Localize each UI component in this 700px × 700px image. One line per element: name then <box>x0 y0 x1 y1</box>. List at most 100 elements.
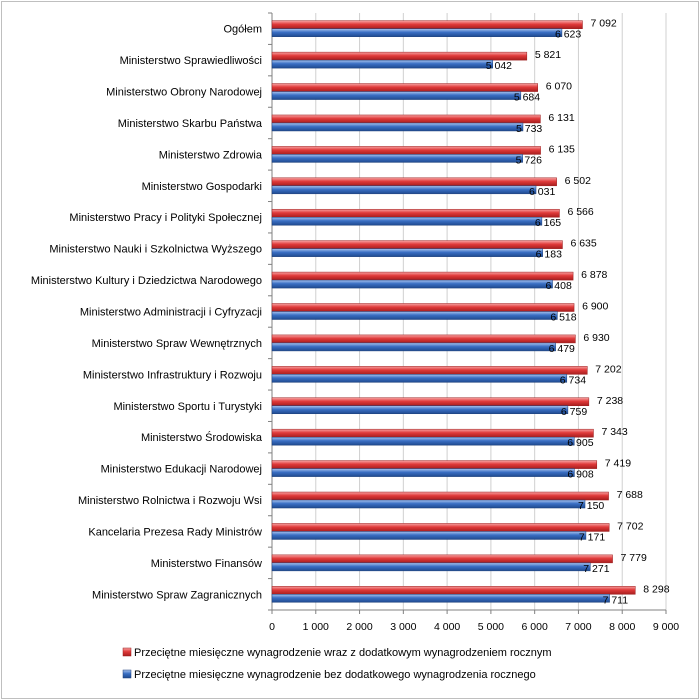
category-label: Ministerstwo Rolnictwa i Rozwoju Wsi <box>78 495 262 507</box>
data-label: 6 502 <box>565 175 591 187</box>
x-tick-label: 4 000 <box>434 621 460 633</box>
category-label: Ministerstwo Środowiska <box>141 431 263 444</box>
data-label: 6 623 <box>555 29 581 41</box>
data-label: 6 479 <box>549 343 575 355</box>
data-label: 6 759 <box>561 406 587 418</box>
data-label: 7 238 <box>597 395 623 407</box>
data-label: 7 688 <box>617 489 643 501</box>
bar-with-bonus <box>271 303 575 312</box>
bar-with-bonus <box>271 240 563 249</box>
data-label: 7 271 <box>583 563 609 575</box>
data-label: 7 092 <box>590 18 616 30</box>
legend-entry: Przeciętne miesięczne wynagrodzenie wraz… <box>134 647 552 659</box>
bar-with-bonus <box>271 491 609 501</box>
bar-with-bonus <box>271 586 636 595</box>
category-label: Kancelaria Prezesa Rady Ministrów <box>88 526 262 538</box>
legend-entry: Przeciętne miesięczne wynagrodzenie bez … <box>134 669 536 681</box>
data-label: 5 684 <box>514 92 540 104</box>
category-label: Ministerstwo Spraw Wewnętrznych <box>92 338 262 350</box>
bar-without-bonus <box>271 216 543 226</box>
bar-with-bonus <box>271 334 576 344</box>
category-label: Ministerstwo Administracji i Cyfryzacji <box>80 307 262 319</box>
bar-without-bonus <box>271 342 556 352</box>
bar-with-bonus <box>271 208 560 218</box>
category-label: Ministerstwo Sportu i Turystyki <box>113 401 262 413</box>
bar-with-bonus <box>271 51 528 61</box>
data-label: 5 726 <box>516 154 542 166</box>
data-label: 6 878 <box>581 269 607 281</box>
data-label: 6 900 <box>582 301 608 313</box>
data-label: 5 042 <box>486 60 512 72</box>
x-tick-label: 1 000 <box>303 621 329 633</box>
data-label: 7 202 <box>595 363 621 375</box>
data-label: 7 171 <box>579 531 605 543</box>
x-axis-ticks: 0 1 000 2 000 3 000 4 000 5 000 6 000 7 000 8 00… <box>268 12 679 633</box>
bar-with-bonus <box>271 20 583 29</box>
bar-with-bonus <box>271 83 538 92</box>
legend-swatch <box>122 669 132 679</box>
data-label: 7 150 <box>578 500 604 512</box>
bar-without-bonus <box>271 185 537 195</box>
bar-with-bonus <box>271 366 588 375</box>
bar-without-bonus <box>271 531 587 540</box>
bar-without-bonus <box>271 374 568 383</box>
category-label: Ogółem <box>223 24 262 36</box>
data-label: 6 131 <box>548 112 574 124</box>
category-label: Ministerstwo Zdrowia <box>159 149 263 161</box>
category-label: Ministerstwo Sprawiedliwości <box>120 55 262 67</box>
bar-with-bonus <box>271 114 541 124</box>
data-label: 7 711 <box>603 594 629 606</box>
grid-lines <box>271 13 667 611</box>
legend: Przeciętne miesięczne wynagrodzenie wraz… <box>122 647 552 681</box>
bar-without-bonus <box>271 468 575 477</box>
data-label: 7 419 <box>605 458 631 470</box>
category-label: Ministerstwo Finansów <box>151 558 262 570</box>
bar-without-bonus <box>271 405 569 415</box>
category-label: Ministerstwo Nauki i Szkolnictwa Wyższeg… <box>49 244 262 256</box>
data-label: 6 734 <box>560 374 586 386</box>
bar-with-bonus <box>271 428 594 438</box>
category-labels: Ogółem Ministerstwo Sprawiedliwości Minist… <box>31 24 263 602</box>
data-label: 8 298 <box>643 583 669 595</box>
data-label: 5 821 <box>535 49 561 61</box>
category-label: Ministerstwo Skarbu Państwa <box>118 118 263 130</box>
category-label: Ministerstwo Edukacji Narodowej <box>101 464 262 476</box>
data-label: 6 518 <box>550 312 576 324</box>
category-label: Ministerstwo Infrastruktury i Rozwoju <box>83 369 262 381</box>
legend-swatch <box>122 647 132 657</box>
bar-with-bonus <box>271 460 598 469</box>
data-label: 6 408 <box>546 280 572 292</box>
bar-without-bonus <box>271 562 591 572</box>
bar-with-bonus <box>271 523 610 532</box>
bar-without-bonus <box>271 28 563 37</box>
x-tick-label: 7 000 <box>565 621 591 633</box>
category-label: Ministerstwo Gospodarki <box>142 181 262 193</box>
x-tick-label: 2 000 <box>346 621 372 633</box>
x-tick-label: 5 000 <box>478 621 504 633</box>
data-label: 6 070 <box>546 81 572 93</box>
category-label: Ministerstwo Pracy i Polityki Społecznej <box>69 212 262 224</box>
bar-with-bonus <box>271 554 613 564</box>
bar-without-bonus <box>271 122 524 132</box>
bar-without-bonus <box>271 436 575 446</box>
x-tick-label: 6 000 <box>522 621 548 633</box>
bar-with-bonus <box>271 177 557 187</box>
data-label: 6 930 <box>583 332 609 344</box>
data-label: 6 183 <box>536 249 562 261</box>
bar-with-bonus <box>271 271 574 281</box>
data-label: 7 343 <box>601 426 627 438</box>
data-label: 6 908 <box>567 469 593 481</box>
data-label: 6 905 <box>567 437 593 449</box>
value-labels: 7 092 6 623 5 821 5 042 6 070 5 684 6 131 5 733… <box>486 18 670 607</box>
category-label: Ministerstwo Obrony Narodowej <box>106 87 262 99</box>
data-label: 6 135 <box>549 143 575 155</box>
data-label: 6 165 <box>535 217 561 229</box>
data-label: 6 635 <box>570 238 596 250</box>
bar-without-bonus <box>271 154 523 163</box>
data-label: 6 566 <box>567 206 593 218</box>
data-label: 7 702 <box>617 520 643 532</box>
bar-without-bonus <box>271 248 543 257</box>
bar-with-bonus <box>271 146 541 155</box>
bar-without-bonus <box>271 279 553 289</box>
